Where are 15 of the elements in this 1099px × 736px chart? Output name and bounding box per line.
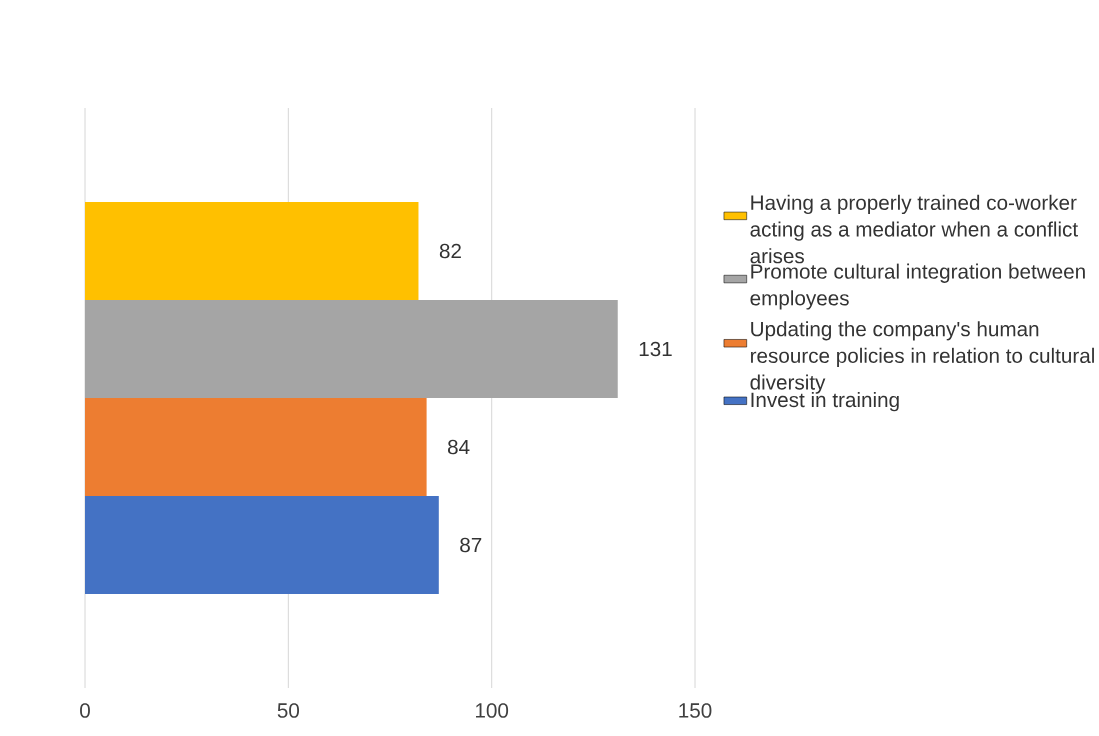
x-tick-label: 150 [679, 703, 712, 718]
legend-label: Invest in training [751, 392, 899, 412]
x-tick-label: 100 [476, 703, 509, 718]
x-tick-label: 0 [80, 703, 90, 718]
bar [85, 202, 419, 300]
legend-label: Promote cultural integration between employees [750, 263, 1085, 310]
bar [85, 496, 439, 594]
data-label: 82 [439, 243, 461, 259]
data-label: 87 [460, 537, 482, 553]
legend-label: Having a properly trained co-worker acting as a mediator when a conflict arises [750, 194, 1078, 264]
x-tick-label: 50 [277, 703, 300, 718]
bar [85, 300, 618, 398]
data-label: 84 [447, 439, 470, 455]
data-label: 131 [639, 341, 672, 357]
bar [85, 398, 427, 496]
